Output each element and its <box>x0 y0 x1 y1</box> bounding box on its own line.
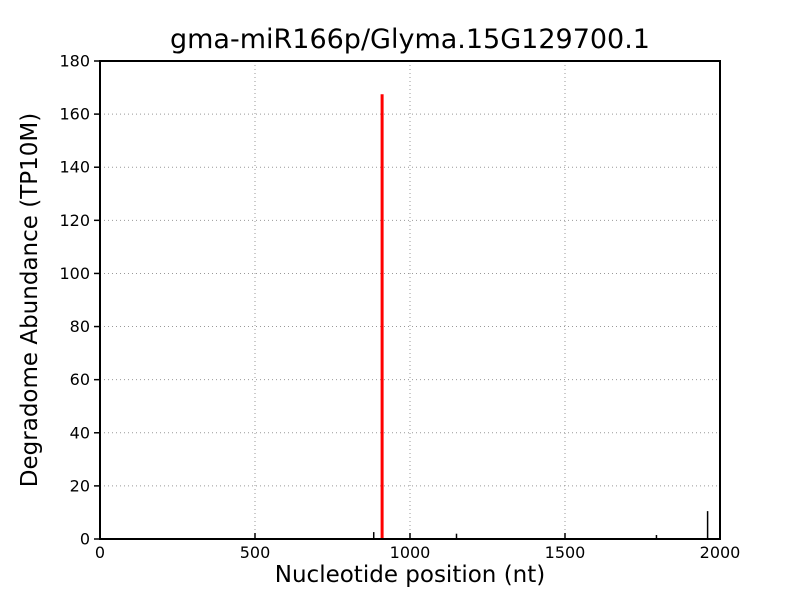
y-tick-label: 100 <box>59 264 90 283</box>
x-tick-label: 0 <box>95 543 105 562</box>
x-axis-label: Nucleotide position (nt) <box>274 562 546 588</box>
y-tick-label: 40 <box>70 423 90 442</box>
y-tick-label: 20 <box>70 476 90 495</box>
y-tick-label: 0 <box>80 530 90 549</box>
y-tick-label: 120 <box>59 211 90 230</box>
x-tick-label: 500 <box>240 543 271 562</box>
y-tick-label: 180 <box>59 52 90 71</box>
y-tick-label: 140 <box>59 158 90 177</box>
x-tick-label: 1500 <box>545 543 586 562</box>
chart-title: gma-miR166p/Glyma.15G129700.1 <box>169 24 650 55</box>
axes-spines <box>99 60 721 540</box>
x-tick-label: 2000 <box>700 543 741 562</box>
y-tick-label: 60 <box>70 370 90 389</box>
y-tick-label: 160 <box>59 105 90 124</box>
x-tick-label: 1000 <box>390 543 431 562</box>
y-tick-label: 80 <box>70 317 90 336</box>
